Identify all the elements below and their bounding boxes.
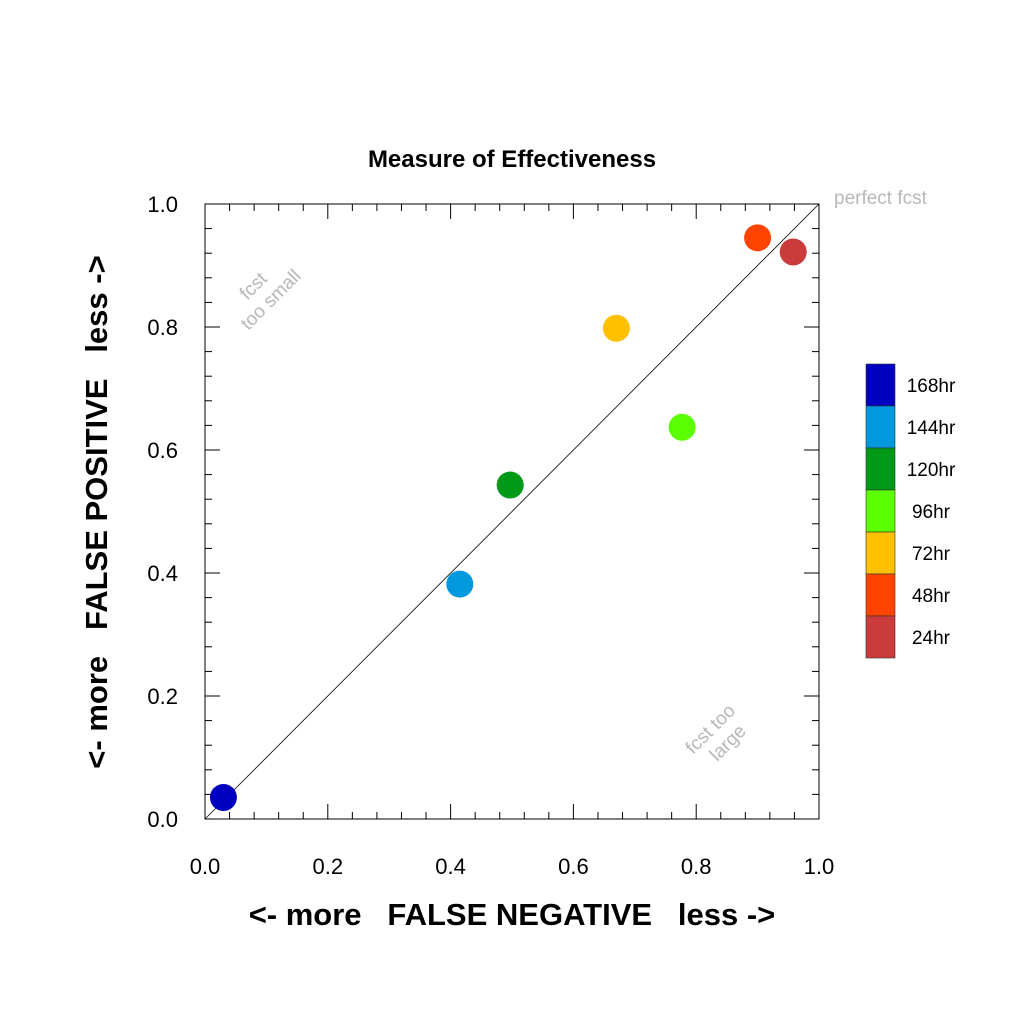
x-tick-label: 0.4: [435, 854, 466, 879]
point-120hr: [496, 471, 524, 499]
axis-ticks: [204, 203, 820, 820]
legend-label-168hr: 168hr: [907, 376, 956, 397]
legend: 168hr 144hr 120hr 96hr 72hr 48hr 24hr: [865, 363, 956, 659]
legend-swatch-120hr: [865, 447, 896, 491]
legend-label-120hr: 120hr: [907, 460, 956, 481]
point-24hr: [779, 238, 807, 266]
y-tick-label: 0.4: [147, 561, 178, 586]
legend-label-48hr: 48hr: [912, 586, 951, 607]
point-168hr: [209, 783, 237, 811]
legend-label-96hr: 96hr: [912, 502, 951, 523]
x-tick-label: 0.0: [190, 854, 221, 879]
tick-labels: 0.0 0.2 0.4 0.6 0.8 1.0 0.0 0.2 0.4 0.6 0.8 1.0: [147, 192, 834, 879]
x-tick-label: 0.8: [681, 854, 712, 879]
y-tick-label: 1.0: [147, 192, 178, 217]
data-points: [209, 224, 807, 811]
y-axis-title: <- more FALSE POSITIVE less ->: [79, 255, 114, 768]
legend-label-72hr: 72hr: [912, 544, 951, 565]
x-axis-title: <- more FALSE NEGATIVE less ->: [249, 897, 776, 932]
perfect-forecast-line: [204, 203, 820, 820]
point-96hr: [668, 413, 696, 441]
legend-swatch-168hr: [865, 363, 896, 407]
y-tick-label: 0.8: [147, 315, 178, 340]
legend-swatch-96hr: [865, 489, 896, 533]
y-tick-label: 0.2: [147, 684, 178, 709]
plot-border: [204, 203, 820, 820]
x-tick-label: 0.6: [558, 854, 589, 879]
too-small-annotation: fcst too small: [221, 250, 305, 334]
legend-swatch-48hr: [865, 573, 896, 617]
x-tick-label: 0.2: [313, 854, 344, 879]
chart-title: Measure of Effectiveness: [368, 146, 656, 173]
x-tick-label: 1.0: [804, 854, 835, 879]
point-72hr: [602, 314, 630, 342]
legend-label-144hr: 144hr: [907, 418, 956, 439]
y-tick-label: 0.6: [147, 438, 178, 463]
perfect-forecast-label: perfect fcst: [834, 188, 928, 209]
y-tick-label: 0.0: [147, 807, 178, 832]
legend-swatch-72hr: [865, 531, 896, 575]
point-48hr: [744, 224, 772, 252]
legend-swatch-144hr: [865, 405, 896, 449]
legend-label-24hr: 24hr: [912, 628, 951, 649]
point-144hr: [446, 570, 474, 598]
legend-swatch-24hr: [865, 615, 896, 659]
too-large-annotation: fcst too large: [682, 697, 759, 774]
plot-frame: [204, 203, 820, 820]
